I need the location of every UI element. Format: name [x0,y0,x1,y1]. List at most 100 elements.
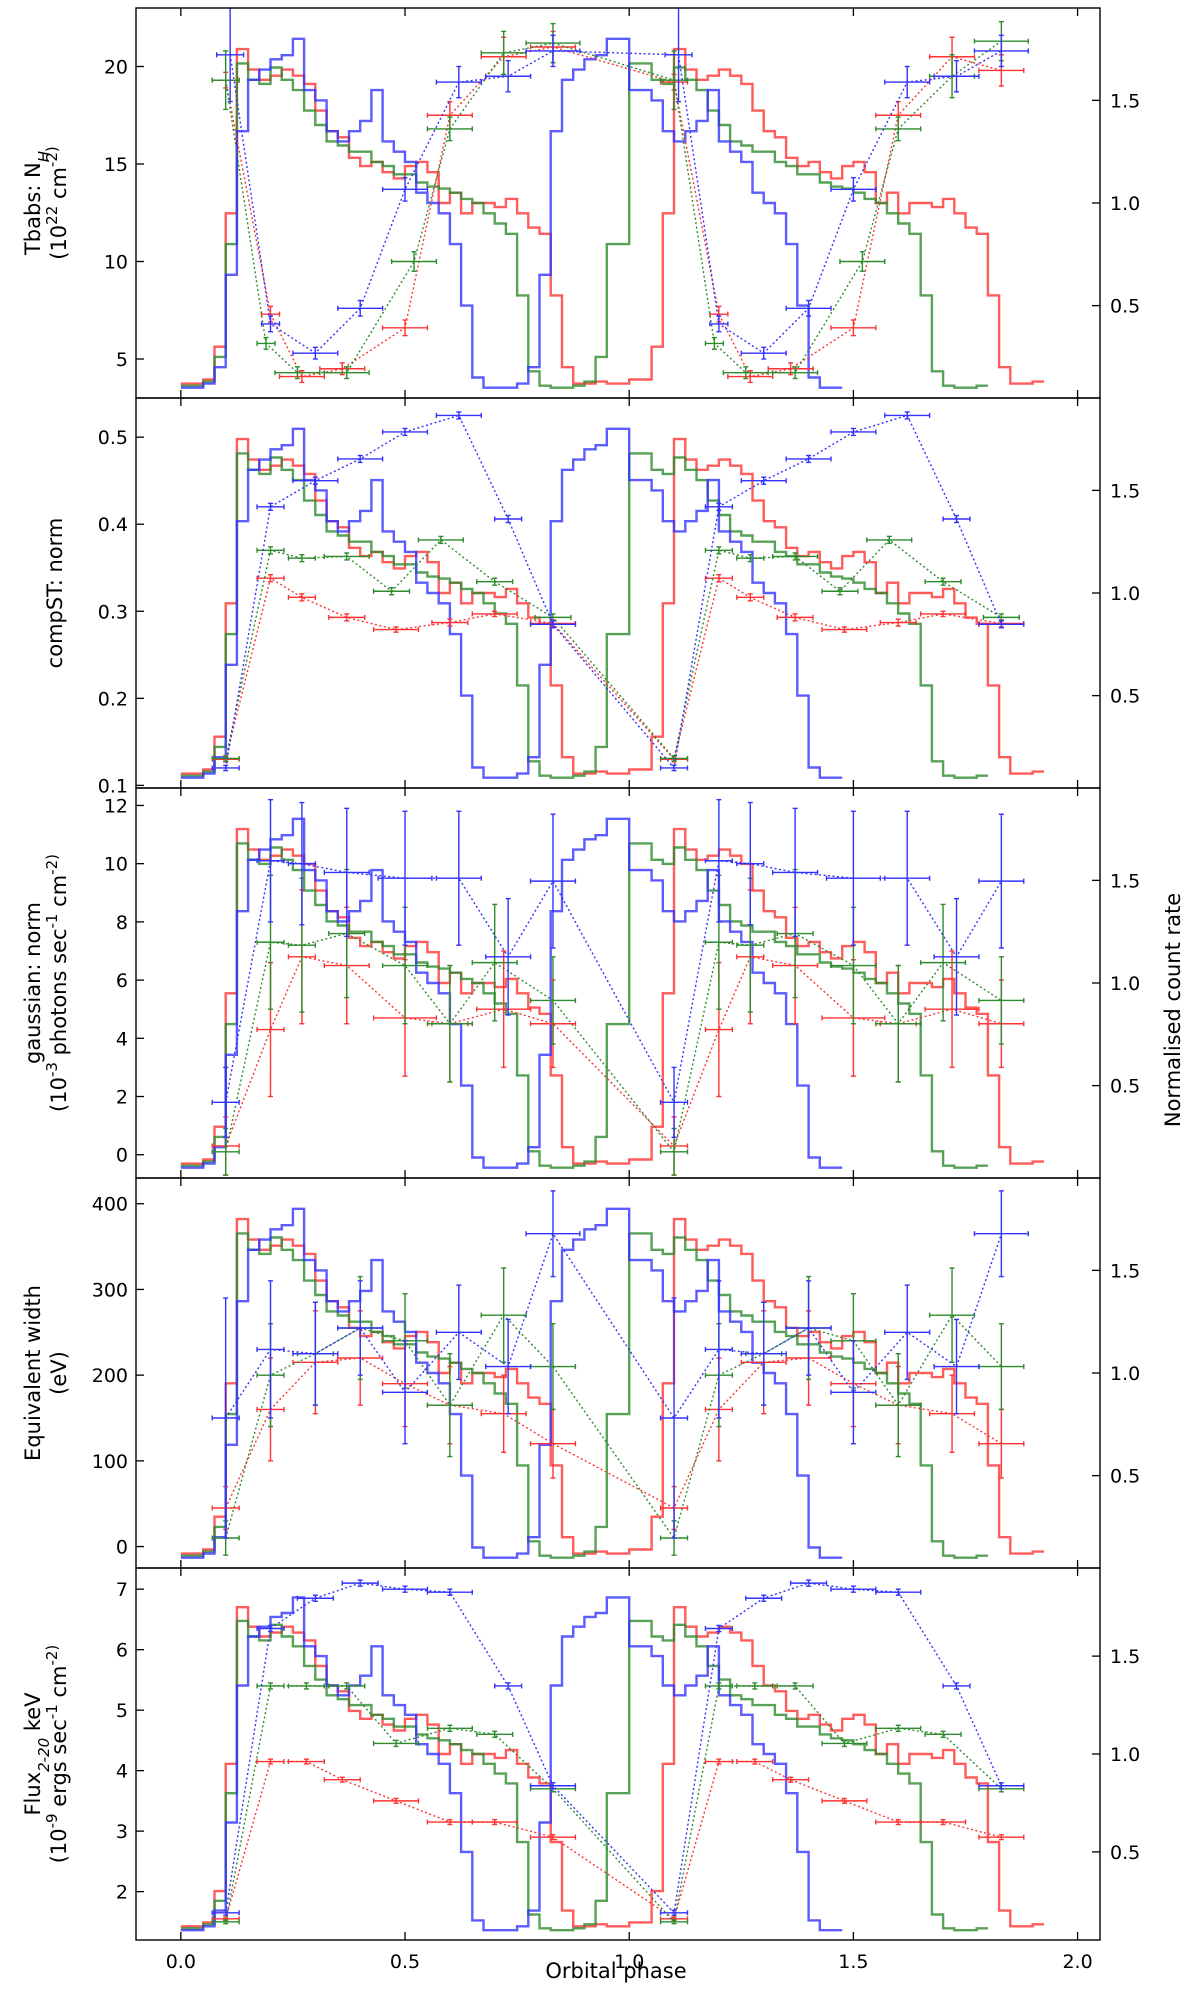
data-point-blue-7 [525,1190,581,1278]
data-point-red-3 [319,362,366,376]
data-point-red-14 [928,1374,976,1453]
data-point-green-12 [821,1739,868,1748]
right-tick-label: 1.0 [1110,1363,1140,1385]
data-point-blue-10 [740,1301,787,1406]
panel-compst: 0.1 0.2 0.3 0.4 0.5 0.5 1.0 1.5 compST: norm [43,397,1140,797]
data-point-green-8 [659,50,689,111]
count-rate-step-blue [180,427,843,779]
data-point-green-9 [704,336,725,350]
series-line-blue [225,1232,1003,1420]
series-line-blue [229,50,1002,354]
data-point-blue-6 [485,897,532,1016]
data-point-green-14 [919,903,967,1022]
data-point-red-14 [924,950,980,1069]
plot-area [180,1579,1044,1932]
data-point-blue-3 [337,1280,384,1376]
left-tick-label: 300 [92,1279,128,1301]
data-point-blue-1 [256,1624,285,1633]
data-point-red-13 [875,1818,922,1826]
data-point-blue-0 [216,8,245,103]
right-tick-label: 0.5 [1110,296,1140,318]
data-point-blue-3 [341,1579,379,1587]
count-rate-step-blue [180,1207,843,1559]
left-tick-label: 0.1 [98,775,128,797]
count-rate-step-red [180,47,1044,385]
data-point-red-4 [381,319,429,337]
data-point-green-1 [256,336,276,350]
data-point-red-5 [426,1818,473,1826]
y-axis-title-line-2: (10-3 photons sec-1 cm-2) [43,854,71,1112]
count-rate-step-blue [180,1596,843,1932]
data-point-blue-5 [435,810,482,946]
data-point-red-6 [480,1374,527,1453]
data-point-blue-3 [323,807,370,938]
left-tick-label: 15 [104,154,128,176]
series-line-red [225,577,1002,761]
data-point-blue-10 [736,801,765,926]
series-line-red [225,956,1002,1148]
data-point-green-9 [704,546,734,555]
data-point-red-15 [978,1834,1025,1841]
series-line-green [225,538,1002,760]
right-tick-label: 1.0 [1110,583,1140,605]
data-point-green-12 [839,251,886,272]
data-point-blue-5 [435,411,482,420]
data-point-blue-8 [659,1297,689,1539]
right-tick-label: 1.5 [1110,480,1140,502]
data-point-blue-2 [292,346,339,360]
right-tick-label: 1.0 [1110,973,1140,995]
count-rate-step-green [180,1619,988,1932]
data-point-red-6 [476,950,532,1069]
data-point-green-3 [328,1682,366,1690]
data-point-red-3 [328,613,366,622]
data-point-red-1 [256,1758,285,1765]
data-point-blue-0 [211,764,240,772]
right-tick-label: 1.5 [1110,90,1140,112]
data-point-blue-11 [789,1579,828,1587]
data-point-blue-4 [381,1340,429,1445]
right-axis-title: Normalised count rate [1161,893,1185,1127]
data-point-blue-12 [825,810,881,946]
data-point-red-10 [736,593,765,602]
count-rate-step-green [180,842,988,1169]
data-point-green-0 [211,1919,240,1925]
left-tick-label: 0.2 [98,688,128,710]
plot-area [180,411,1044,779]
data-point-blue-1 [256,1280,285,1419]
data-point-red-6 [471,610,518,618]
data-point-blue-14 [933,897,980,1016]
data-point-blue-14 [933,59,980,93]
data-point-blue-9 [704,1624,734,1633]
data-point-green-13 [875,1724,922,1733]
count-rate-step-red [180,827,1044,1165]
data-point-blue-10 [740,346,787,360]
data-point-blue-8 [659,1909,689,1916]
data-point-blue-11 [771,807,819,938]
data-point-red-11 [771,1776,810,1783]
data-point-blue-14 [933,1318,980,1415]
data-point-blue-15 [973,34,1029,68]
data-point-blue-13 [884,411,931,420]
x-axis-title: Orbital phase [545,1959,686,1983]
left-tick-label: 4 [116,1761,128,1783]
left-tick-label: 2 [116,1087,128,1109]
data-point-red-10 [736,1758,774,1765]
data-point-red-14 [919,610,967,618]
data-point-green-4 [390,251,438,272]
data-point-green-12 [821,587,859,596]
panel-ew: 0 100 200 300 400 0.5 1.0 1.5 Equivalent width (e… [21,1177,1140,1569]
panel-gaussian: 0 2 4 6 8 10 12 0.5 1.0 1.5 gaussian: norm(10-3 ph… [21,787,1140,1179]
left-tick-label: 0.4 [98,514,128,536]
count-rate-step-red [180,1606,1044,1928]
data-point-green-2 [287,553,317,563]
left-tick-label: 0 [116,1537,128,1559]
data-point-blue-2 [292,1301,339,1406]
series-line-blue [225,414,1003,770]
series-line-red [225,46,1002,378]
data-point-blue-6 [493,514,523,524]
series-line-blue [225,860,1003,1105]
data-point-green-10 [736,1682,774,1690]
data-point-blue-11 [785,1280,832,1376]
x-tick-label: 1.5 [838,1951,868,1973]
